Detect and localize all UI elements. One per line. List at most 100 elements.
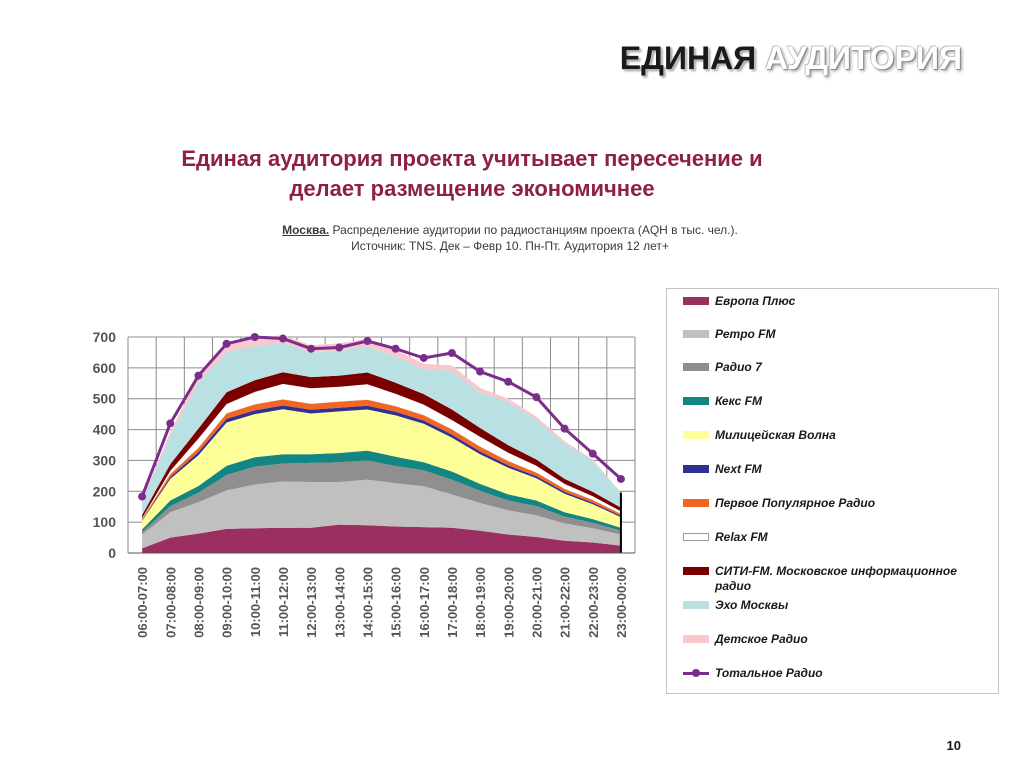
total-point-15 — [560, 424, 569, 433]
y-tick-label-6: 600 — [93, 360, 117, 376]
legend-item-10: Детское Радио — [683, 632, 993, 647]
x-tick-label-7: 13:00-14:00 — [332, 567, 347, 638]
area-series-9 — [142, 342, 621, 515]
total-point-11 — [447, 349, 456, 358]
x-tick-label-1: 07:00-08:00 — [163, 567, 178, 638]
chart-legend: Европа Плюс Ретро FM Радио 7 Кекс FM Милицей… — [666, 288, 999, 694]
total-point-6 — [307, 344, 316, 353]
stacked-area-chart: 0 100 200 300 400 500 600 700 06:00-07:00 07:00-0… — [93, 329, 636, 638]
x-tick-label-8: 14:00-15:00 — [360, 567, 375, 638]
legend-label-9: Эхо Москвы — [715, 598, 789, 612]
legend-label-8: СИТИ-FM. Московское информационное радио — [715, 564, 957, 593]
legend-swatch-4 — [683, 431, 709, 439]
legend-swatch-10 — [683, 635, 709, 643]
legend-label-11: Тотальное Радио — [715, 666, 823, 680]
legend-item-9: Эхо Москвы — [683, 598, 993, 613]
total-point-5 — [278, 334, 287, 343]
legend-label-1: Ретро FM — [715, 327, 776, 341]
chart-subtitle: Москва. Распределение аудитории по радио… — [230, 222, 790, 254]
legend-item-4: Милицейская Волна — [683, 428, 993, 443]
legend-swatch-7 — [683, 533, 709, 541]
x-tick-label-2: 08:00-09:00 — [191, 567, 206, 638]
subtitle-line-1: Москва. Распределение аудитории по радио… — [230, 222, 790, 238]
legend-item-11: Тотальное Радио — [683, 666, 993, 681]
y-tick-label-0: 0 — [108, 545, 116, 561]
total-point-0 — [138, 492, 147, 501]
page-number: 10 — [946, 738, 961, 753]
area-series-4 — [142, 409, 621, 530]
subtitle-text: Распределение аудитории по радиостанциям… — [329, 223, 738, 237]
headline-line-2: делает размещение экономичнее — [289, 176, 655, 201]
legend-item-1: Ретро FM — [683, 327, 993, 342]
y-tick-label-2: 200 — [93, 483, 117, 499]
headline: Единая аудитория проекта учитывает перес… — [100, 144, 844, 204]
x-tick-label-13: 19:00-20:00 — [501, 567, 516, 638]
total-point-17 — [616, 474, 625, 483]
legend-label-3: Кекс FM — [715, 394, 763, 408]
subtitle-source: Источник: TNS. Дек – Февр 10. Пн-Пт. Ауд… — [351, 239, 669, 253]
legend-swatch-0 — [683, 297, 709, 305]
legend-swatch-8 — [683, 567, 709, 575]
x-tick-label-11: 17:00-18:00 — [445, 567, 460, 638]
legend-label-2: Радио 7 — [715, 360, 762, 374]
legend-item-8: СИТИ-FM. Московское информационное радио — [683, 564, 993, 594]
legend-swatch-11 — [683, 668, 709, 678]
legend-swatch-5 — [683, 465, 709, 473]
total-line — [140, 335, 622, 498]
total-point-12 — [476, 367, 485, 376]
page-title-primary: ЕДИНАЯ — [619, 40, 757, 76]
legend-swatch-1 — [683, 330, 709, 338]
legend-item-5: Next FM — [683, 462, 993, 477]
x-tick-label-12: 18:00-19:00 — [473, 567, 488, 638]
total-point-16 — [588, 449, 597, 458]
page-title: ЕДИНАЯ АУДИТОРИЯ — [620, 40, 962, 77]
subtitle-city: Москва. — [282, 223, 330, 237]
total-point-1 — [166, 419, 175, 428]
x-tick-label-14: 20:00-21:00 — [529, 567, 544, 638]
total-point-7 — [335, 343, 344, 352]
x-tick-label-5: 11:00-12:00 — [276, 567, 291, 637]
legend-swatch-9 — [683, 601, 709, 609]
legend-swatch-6 — [683, 499, 709, 507]
y-tick-label-5: 500 — [93, 391, 117, 407]
total-point-3 — [222, 339, 231, 348]
legend-item-0: Европа Плюс — [683, 294, 993, 309]
total-point-4 — [250, 333, 259, 341]
legend-label-5: Next FM — [715, 462, 762, 476]
x-tick-label-9: 15:00-16:00 — [389, 567, 404, 638]
legend-swatch-3 — [683, 397, 709, 405]
total-point-8 — [363, 337, 372, 346]
x-tick-label-3: 09:00-10:00 — [220, 567, 235, 638]
area-series-2 — [142, 460, 621, 535]
x-tick-label-17: 23:00-00:00 — [614, 567, 629, 638]
x-tick-label-10: 16:00-17:00 — [417, 567, 432, 638]
legend-item-6: Первое Популярное Радио — [683, 496, 993, 511]
x-tick-label-15: 21:00-22:00 — [558, 567, 573, 638]
legend-label-10: Детское Радио — [715, 632, 808, 646]
headline-line-1: Единая аудитория проекта учитывает перес… — [181, 146, 763, 171]
y-tick-label-7: 700 — [93, 329, 117, 345]
area-series-1 — [142, 479, 621, 549]
area-series-0 — [142, 524, 621, 553]
total-point-9 — [391, 344, 400, 353]
total-point-14 — [532, 393, 541, 402]
x-tick-label-0: 06:00-07:00 — [135, 567, 150, 638]
legend-label-7: Relax FM — [715, 530, 768, 544]
total-point-13 — [504, 377, 513, 386]
y-tick-label-4: 400 — [93, 422, 117, 438]
total-point-2 — [194, 371, 203, 380]
page-title-secondary: АУДИТОРИЯ — [765, 40, 962, 76]
total-point-10 — [419, 353, 428, 362]
x-tick-label-4: 10:00-11:00 — [248, 567, 263, 637]
legend-label-4: Милицейская Волна — [715, 428, 836, 442]
y-tick-label-3: 300 — [93, 452, 117, 468]
y-tick-label-1: 100 — [93, 514, 117, 530]
legend-item-7: Relax FM — [683, 530, 993, 545]
legend-swatch-2 — [683, 363, 709, 371]
legend-item-3: Кекс FM — [683, 394, 993, 409]
legend-label-0: Европа Плюс — [715, 294, 796, 308]
x-tick-label-6: 12:00-13:00 — [304, 567, 319, 638]
legend-item-2: Радио 7 — [683, 360, 993, 375]
x-tick-label-16: 22:00-23:00 — [586, 567, 601, 638]
legend-label-6: Первое Популярное Радио — [715, 496, 876, 510]
